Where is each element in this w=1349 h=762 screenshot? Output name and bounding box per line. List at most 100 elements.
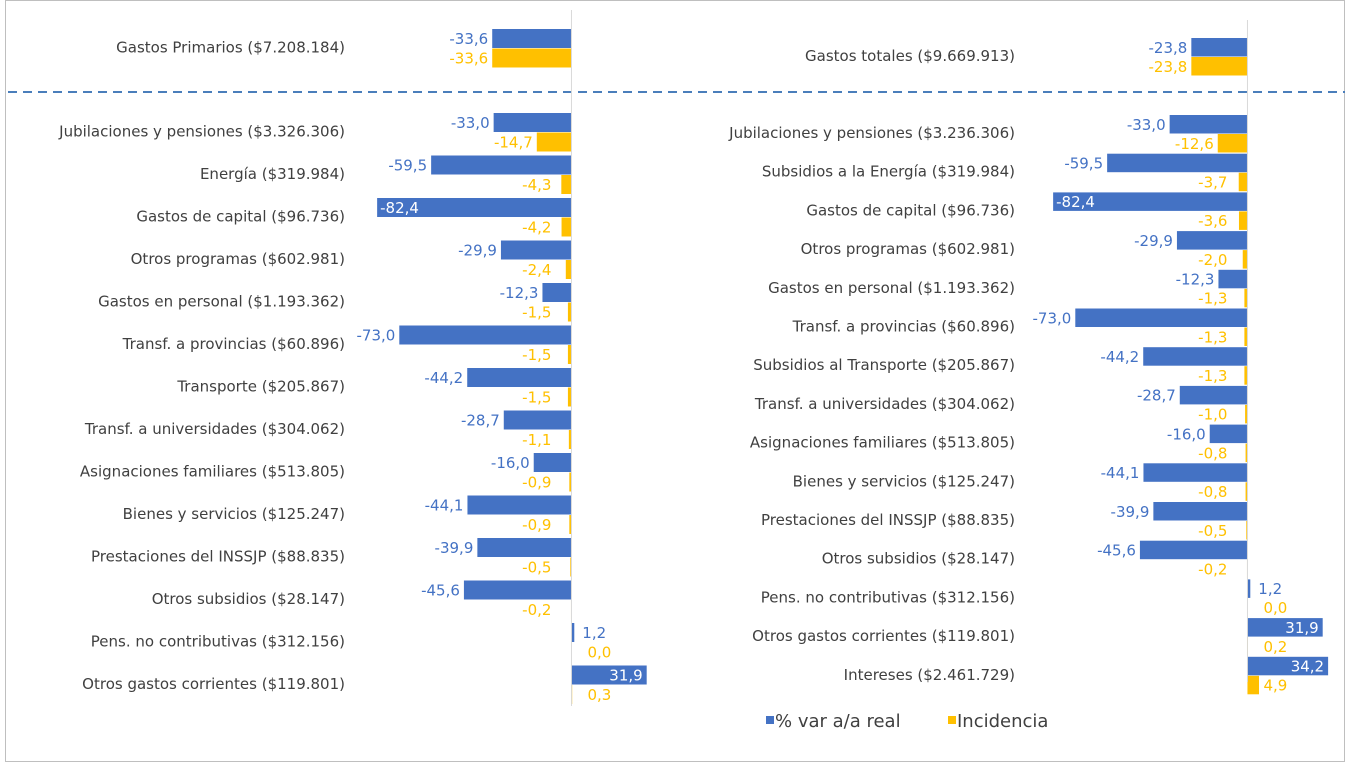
category-label: Otros subsidios ($28.147) [152, 590, 345, 608]
bar [1191, 38, 1248, 57]
value-label: -44,1 [1101, 464, 1140, 482]
value-label: -44,2 [1100, 348, 1139, 366]
bar [1246, 521, 1248, 540]
category-label: Jubilaciones y pensiones ($3.326.306) [58, 123, 345, 141]
bar [1143, 347, 1248, 366]
category-label: Otros gastos corrientes ($119.801) [82, 675, 345, 693]
bar [467, 495, 572, 515]
value-label: -1,0 [1198, 406, 1227, 424]
value-label: -2,4 [522, 261, 551, 279]
category-label: Asignaciones familiares ($513.805) [80, 463, 345, 481]
value-label: -0,5 [1198, 522, 1227, 540]
category-label: Transporte ($205.867) [176, 378, 345, 396]
bar [1245, 404, 1248, 424]
value-label: -33,6 [449, 50, 488, 68]
value-label: -4,3 [522, 176, 551, 194]
bar [1217, 134, 1248, 153]
bar [1247, 675, 1260, 695]
category-label: Transf. a provincias ($60.896) [122, 335, 345, 353]
bar [463, 580, 572, 600]
value-label: -33,6 [449, 30, 488, 48]
bar [500, 240, 572, 260]
bar [568, 430, 572, 449]
category-label: Prestaciones del INSSJP ($88.835) [91, 548, 345, 566]
value-label: 31,9 [1285, 619, 1318, 637]
value-label: -0,9 [522, 474, 551, 492]
category-label: Jubilaciones y pensiones ($3.236.306) [728, 124, 1015, 142]
category-label: Gastos en personal ($1.193.362) [98, 293, 345, 311]
bar [492, 48, 572, 68]
value-label: -45,6 [1097, 541, 1136, 559]
bar [1247, 579, 1251, 598]
category-label: Transf. a provincias ($60.896) [792, 318, 1015, 336]
bar [477, 538, 572, 557]
bar [567, 345, 572, 364]
value-label: -1,3 [1198, 328, 1227, 346]
category-label: Prestaciones del INSSJP ($88.835) [761, 511, 1015, 529]
value-label: -39,9 [435, 539, 474, 557]
bar [561, 217, 572, 237]
value-label: -29,9 [1134, 232, 1173, 250]
category-label: Gastos en personal ($1.193.362) [768, 279, 1015, 297]
value-label: -12,3 [1176, 271, 1215, 289]
value-label: -3,6 [1198, 212, 1227, 230]
bar [561, 175, 572, 194]
value-label: -0,8 [1198, 483, 1227, 501]
category-label: Gastos Primarios ($7.208.184) [116, 39, 345, 57]
bar [493, 113, 572, 132]
bar [1244, 366, 1248, 385]
bar [503, 410, 572, 430]
bar [1238, 211, 1248, 230]
category-label: Subsidios a la Energía ($319.984) [762, 163, 1015, 181]
value-label: -12,6 [1175, 135, 1214, 153]
legend-swatch [948, 716, 956, 724]
bar [1247, 656, 1329, 676]
category-label: Pens. no contributivas ($312.156) [761, 588, 1015, 606]
category-label: Asignaciones familiares ($513.805) [750, 434, 1015, 452]
value-label: -1,5 [522, 389, 551, 407]
bar [1244, 288, 1248, 308]
value-label: -16,0 [491, 454, 530, 472]
category-label: Bienes y servicios ($125.247) [123, 505, 345, 523]
bar [1075, 308, 1248, 327]
bar [569, 515, 572, 534]
bar [1169, 115, 1248, 134]
category-label: Otros subsidios ($28.147) [822, 550, 1015, 568]
bar [567, 302, 572, 322]
bar [571, 623, 575, 642]
value-label: -44,1 [425, 497, 464, 515]
value-label: -12,3 [500, 284, 539, 302]
category-label: Intereses ($2.461.729) [844, 666, 1015, 684]
bar [399, 325, 572, 345]
value-label: -14,7 [494, 134, 533, 152]
value-label: -16,0 [1167, 425, 1206, 443]
bar [1247, 618, 1323, 637]
legend-label: Incidencia [957, 711, 1048, 732]
value-label: -33,0 [1127, 116, 1166, 134]
value-label: 1,2 [582, 624, 606, 642]
bar [533, 453, 572, 472]
value-label: -1,5 [522, 346, 551, 364]
value-label: -82,4 [380, 199, 419, 217]
value-label: -59,5 [388, 157, 427, 175]
value-label: -0,2 [522, 601, 551, 619]
value-label: -73,0 [1032, 309, 1071, 327]
value-label: -33,0 [451, 114, 490, 132]
bar [1143, 463, 1248, 482]
bar [567, 387, 572, 407]
bar [1191, 57, 1248, 76]
category-label: Transf. a universidades ($304.062) [754, 395, 1015, 413]
value-label: -45,6 [421, 582, 460, 600]
value-label: -0,9 [522, 516, 551, 534]
value-label: -0,5 [522, 559, 551, 577]
bar [1176, 231, 1248, 250]
value-label: 0,3 [587, 686, 611, 704]
bar [1153, 502, 1248, 521]
bar [1053, 192, 1248, 211]
value-label: -1,1 [522, 431, 551, 449]
value-label: 0,2 [1263, 638, 1287, 656]
bar [1238, 172, 1248, 192]
category-label: Energía ($319.984) [200, 165, 345, 183]
